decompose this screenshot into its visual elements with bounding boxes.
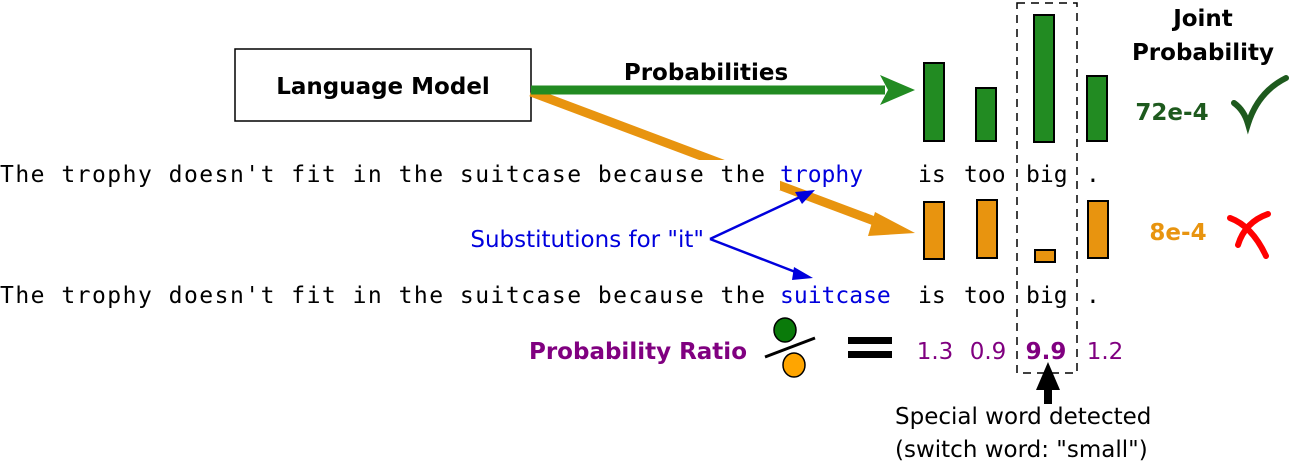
- bar-orange-period: [1087, 200, 1109, 259]
- ratio-value-is: 1.3: [917, 339, 954, 365]
- up-arrow-icon: [1036, 362, 1060, 404]
- equals-icon: [848, 337, 892, 358]
- green-bars: [923, 14, 1108, 143]
- language-model-label: Language Model: [276, 74, 490, 100]
- bar-orange-big: [1034, 249, 1056, 263]
- joint-title-line1: Joint: [1171, 6, 1233, 32]
- sentence-2: The trophy doesn't fit in the suitcase b…: [0, 283, 1100, 309]
- sentence-2-word-big: big: [1026, 283, 1068, 309]
- bar-green-too: [975, 87, 997, 142]
- bar-orange-too: [976, 199, 998, 259]
- bar-green-period: [1086, 75, 1108, 142]
- ratio-value-big: 9.9: [1026, 339, 1067, 365]
- checkmark-icon: [1231, 75, 1289, 135]
- probability-ratio-label: Probability Ratio: [529, 339, 747, 365]
- substitutions-label: Substitutions for "it": [470, 227, 704, 253]
- substitution-arrows: [709, 190, 815, 280]
- sentence-2-word-is: is: [918, 283, 946, 309]
- special-word-highlight-box: [1016, 2, 1078, 374]
- language-model-box: Language Model: [234, 48, 532, 122]
- bar-orange-is: [923, 201, 945, 260]
- annotation-line1: Special word detected: [895, 404, 1151, 430]
- sentence-1: The trophy doesn't fit in the suitcase b…: [0, 162, 1100, 188]
- green-arrow: [531, 75, 915, 105]
- sentence-1-word-big: big: [1026, 162, 1068, 188]
- annotation-line2: (switch word: "small"): [895, 437, 1148, 463]
- joint-title-line2: Probability: [1132, 40, 1274, 66]
- sentence-1-substitute: trophy: [780, 162, 863, 188]
- sentence-1-word-is: is: [918, 162, 946, 188]
- orange-arrow: [529, 87, 915, 236]
- ratio-value-period: 1.2: [1087, 339, 1124, 365]
- sentence-2-substitute: suitcase: [780, 283, 891, 309]
- text-background: [0, 160, 780, 190]
- sentence-1-prefix: The trophy doesn't fit in the suitcase b…: [0, 162, 765, 188]
- sentence-2-prefix: The trophy doesn't fit in the suitcase b…: [0, 283, 765, 309]
- orange-bars: [923, 199, 1109, 263]
- bar-green-is: [923, 62, 945, 142]
- probabilities-label: Probabilities: [624, 60, 788, 86]
- sentence-1-word-period: .: [1086, 162, 1100, 188]
- sentence-1-word-too: too: [964, 162, 1006, 188]
- ratio-value-too: 0.9: [970, 339, 1007, 365]
- cross-icon: [1227, 211, 1271, 259]
- bar-green-big: [1033, 14, 1055, 143]
- joint-correct-value: 72e-4: [1135, 100, 1208, 126]
- joint-wrong-value: 8e-4: [1149, 220, 1206, 246]
- ratio-fraction-icon: [764, 317, 816, 378]
- sentence-2-word-too: too: [964, 283, 1006, 309]
- sentence-2-word-period: .: [1086, 283, 1100, 309]
